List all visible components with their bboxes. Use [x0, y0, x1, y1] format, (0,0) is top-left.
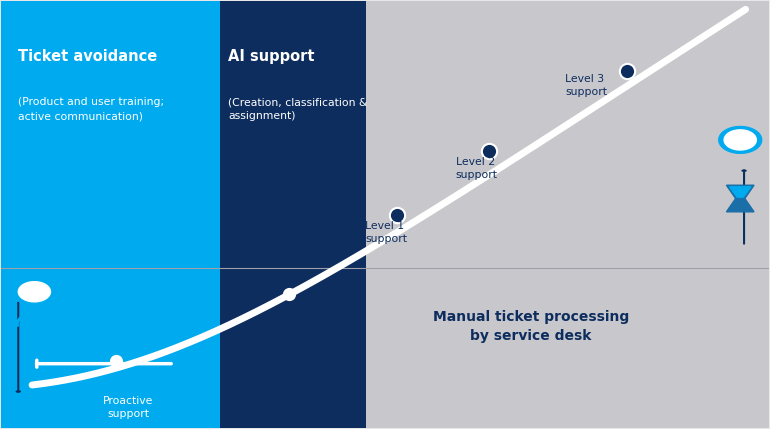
- Text: Level 3
support: Level 3 support: [565, 74, 608, 97]
- Text: AI support: AI support: [229, 49, 315, 64]
- Text: Self-service: Self-service: [300, 337, 363, 347]
- Bar: [220, 1, 366, 428]
- Polygon shape: [726, 199, 754, 212]
- Text: Level 1
support: Level 1 support: [365, 221, 407, 244]
- Text: Proactive
support: Proactive support: [102, 396, 153, 419]
- Polygon shape: [13, 278, 56, 305]
- Bar: [366, 1, 768, 428]
- Text: (Creation, classification &
assignment): (Creation, classification & assignment): [229, 97, 368, 121]
- Polygon shape: [726, 185, 754, 199]
- Text: (Product and user training;
active communication): (Product and user training; active commu…: [18, 97, 164, 121]
- Text: Level 2
support: Level 2 support: [456, 157, 497, 180]
- Polygon shape: [18, 282, 51, 302]
- Text: Ticket avoidance: Ticket avoidance: [18, 49, 158, 64]
- Polygon shape: [724, 130, 756, 150]
- Polygon shape: [729, 187, 751, 197]
- Bar: [2, 1, 220, 428]
- Polygon shape: [718, 127, 762, 153]
- Text: Manual ticket processing
by service desk: Manual ticket processing by service desk: [433, 310, 629, 343]
